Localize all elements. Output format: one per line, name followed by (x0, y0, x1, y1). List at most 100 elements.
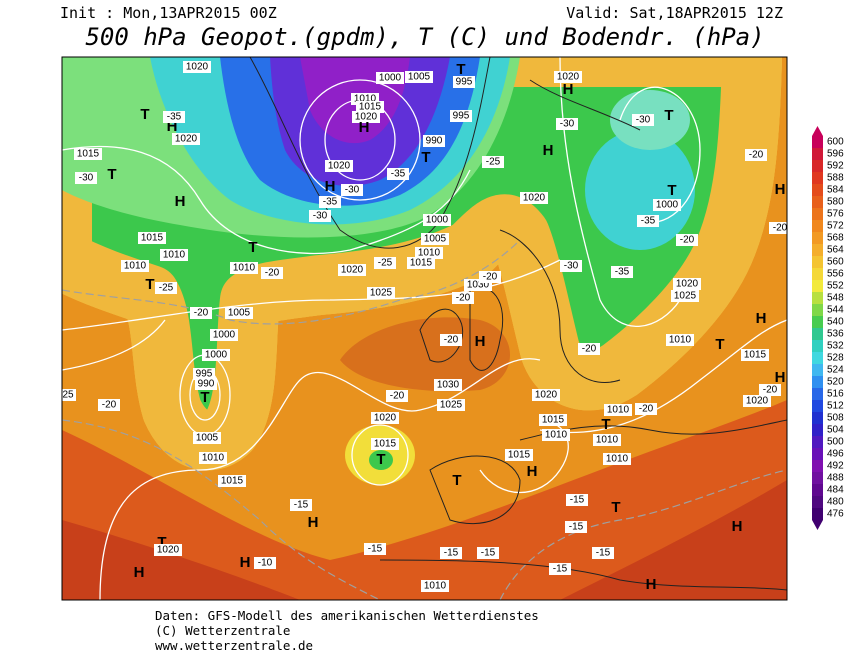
colorbar-swatch (812, 352, 823, 364)
contour-label: 1000 (379, 73, 402, 84)
map-label: 1020 (532, 389, 560, 401)
map-label: -35 (637, 215, 659, 227)
map-label-bg (386, 390, 408, 402)
contour-label: 1015 (508, 450, 531, 461)
pressure-center: H (134, 564, 145, 581)
map-label-bg (632, 114, 654, 126)
map-label-bg (769, 222, 787, 234)
contour-label: 995 (453, 111, 470, 122)
map-label-bg (154, 544, 182, 556)
contour-label: 1015 (141, 233, 164, 244)
map-label: 1015 (741, 349, 769, 361)
pressure-center: H (359, 119, 370, 136)
pressure-center: T (107, 166, 116, 183)
map-label-bg (62, 389, 76, 401)
field-hot (62, 480, 787, 600)
colorbar-swatch (812, 436, 823, 448)
map-label: -30 (556, 118, 578, 130)
contour-label: -15 (596, 548, 611, 559)
map-label: -15 (549, 563, 571, 575)
colorbar-label: 500 (827, 437, 844, 448)
map-label-bg (759, 384, 781, 396)
contour-label: -30 (564, 261, 579, 272)
contour-label: -15 (553, 564, 568, 575)
map-label-bg (367, 287, 395, 299)
colorbar-swatch (812, 412, 823, 424)
contour-label: -20 (194, 308, 209, 319)
map-label: -30 (632, 114, 654, 126)
map-label-bg (199, 452, 227, 464)
map-label-bg (75, 172, 97, 184)
contour-label: -20 (582, 344, 597, 355)
contour-label: -35 (323, 197, 338, 208)
contour-label: -30 (313, 211, 328, 222)
contour-label: 1005 (408, 72, 431, 83)
contour-label: 1020 (175, 134, 198, 145)
contour-label: 990 (426, 136, 443, 147)
contour-label: 1005 (228, 308, 251, 319)
map-label: -20 (769, 222, 787, 234)
colorbar-swatch (812, 484, 823, 496)
map-label: H (325, 178, 336, 195)
map-label: -15 (566, 494, 588, 506)
map-label: -20 (440, 334, 462, 346)
contour-label: -20 (102, 400, 117, 411)
pressure-center: T (456, 61, 465, 78)
map-label-bg (505, 449, 533, 461)
contour-label: 1000 (426, 215, 449, 226)
colorbar-swatch (812, 136, 823, 148)
contour-label: -20 (639, 404, 654, 415)
contour-label: 1015 (374, 439, 397, 450)
colorbar-swatch (812, 208, 823, 220)
map-label-bg (254, 557, 276, 569)
pressure-center: H (775, 369, 786, 386)
map-label-bg (98, 399, 120, 411)
map-label: -20 (190, 307, 212, 319)
contour-label: 1010 (606, 454, 629, 465)
map-label-bg (549, 563, 571, 575)
map-label: -20 (635, 403, 657, 415)
map-label: 1020 (338, 264, 366, 276)
map-title: 500 hPa Geopot.(gpdm), T (C) und Bodendr… (85, 23, 764, 51)
map-label-bg (193, 432, 221, 444)
contour-label: 1025 (674, 291, 697, 302)
map-label-bg (554, 71, 582, 83)
colorbar-swatch (812, 148, 823, 160)
map-label: -25 (155, 282, 177, 294)
cutoff-core (369, 450, 393, 470)
valid-time: Valid: Sat,18APR2015 12Z (566, 4, 783, 22)
map-label: -15 (592, 547, 614, 559)
map-label: 1010 (603, 453, 631, 465)
contour-label: -20 (680, 235, 695, 246)
map-label: -10 (254, 557, 276, 569)
contour-label: -15 (444, 548, 459, 559)
map-label: 1005 (193, 432, 221, 444)
map-label-bg (745, 149, 767, 161)
pressure-center: H (775, 181, 786, 198)
map-label: 1005 (225, 307, 253, 319)
colorbar-swatch (812, 496, 823, 508)
pressure-center: T (611, 499, 620, 516)
map-label-bg (637, 215, 659, 227)
map-label: 1005 (421, 233, 449, 245)
map-label: H (527, 463, 538, 480)
map-label: H (563, 81, 574, 98)
map-label: 1025 (367, 287, 395, 299)
map-label-bg (578, 343, 600, 355)
map-label-bg (74, 148, 102, 160)
map-label: 1010 (160, 249, 188, 261)
map-label-bg (565, 521, 587, 533)
contour-label: 1020 (523, 193, 546, 204)
map-label: H (543, 142, 554, 159)
pressure-center: H (167, 118, 178, 135)
colorbar-label: 544 (827, 305, 844, 316)
map-label: T (200, 389, 209, 406)
contour-label: 1015 (744, 350, 767, 361)
map-label: 1020 (673, 278, 701, 290)
map-label: 1030 (434, 379, 462, 391)
colorbar-swatch (812, 508, 823, 520)
map-label-bg (261, 267, 283, 279)
map-label: 1020 (743, 395, 771, 407)
map-label-bg (453, 76, 475, 88)
contour-label: -30 (79, 173, 94, 184)
